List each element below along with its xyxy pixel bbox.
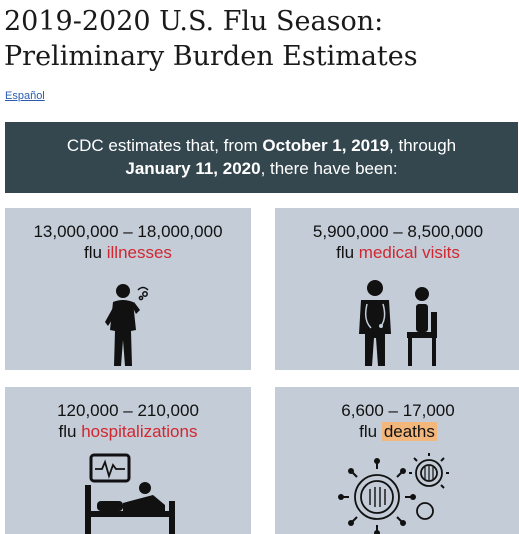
illnesses-label: flu illnesses: [5, 242, 251, 264]
sick-person-icon: [105, 284, 149, 366]
medical-visits-metric: medical visits: [358, 243, 460, 262]
medical-visits-label: flu medical visits: [275, 242, 519, 264]
medical-visits-prefix: flu: [336, 243, 359, 262]
doctor-patient-icon: [359, 280, 437, 366]
estimate-banner: CDC estimates that, from October 1, 2019…: [5, 122, 518, 193]
virus-icon: [338, 453, 449, 534]
card-illnesses: 13,000,000 – 18,000,000 flu illnesses: [5, 208, 251, 370]
card-hospitalizations: 120,000 – 210,000 flu hospitalizations: [5, 387, 251, 534]
banner-start-date: October 1, 2019: [262, 136, 390, 155]
hospital-bed-icon: [85, 453, 175, 534]
deaths-prefix: flu: [359, 422, 382, 441]
hospitalizations-range: 120,000 – 210,000: [57, 401, 199, 420]
banner-end-date: January 11, 2020: [125, 159, 261, 178]
card-medical-visits: 5,900,000 – 8,500,000 flu medical visits: [275, 208, 519, 370]
hospitalizations-label: flu hospitalizations: [5, 421, 251, 443]
hospitalizations-prefix: flu: [58, 422, 82, 441]
banner-prefix: CDC estimates that, from: [66, 136, 263, 155]
card-deaths: 6,600 – 17,000 flu deaths: [275, 387, 519, 534]
banner-suffix: , there have been:: [260, 159, 398, 178]
medical-visits-range: 5,900,000 – 8,500,000: [312, 222, 484, 241]
page-title: 2019-2020 U.S. Flu Season: Preliminary B…: [4, 4, 514, 74]
language-link[interactable]: Español: [5, 90, 45, 102]
deaths-metric: deaths: [381, 422, 437, 441]
illnesses-metric: illnesses: [106, 243, 172, 262]
title-line-2: Preliminary Burden Estimates: [4, 41, 418, 72]
deaths-label: flu deaths: [275, 421, 519, 443]
illnesses-range: 13,000,000 – 18,000,000: [33, 222, 223, 241]
title-line-1: 2019-2020 U.S. Flu Season:: [4, 6, 384, 37]
illnesses-prefix: flu: [84, 243, 107, 262]
banner-mid: , through: [389, 136, 457, 155]
hospitalizations-metric: hospitalizations: [81, 422, 198, 441]
deaths-range: 6,600 – 17,000: [341, 401, 455, 420]
